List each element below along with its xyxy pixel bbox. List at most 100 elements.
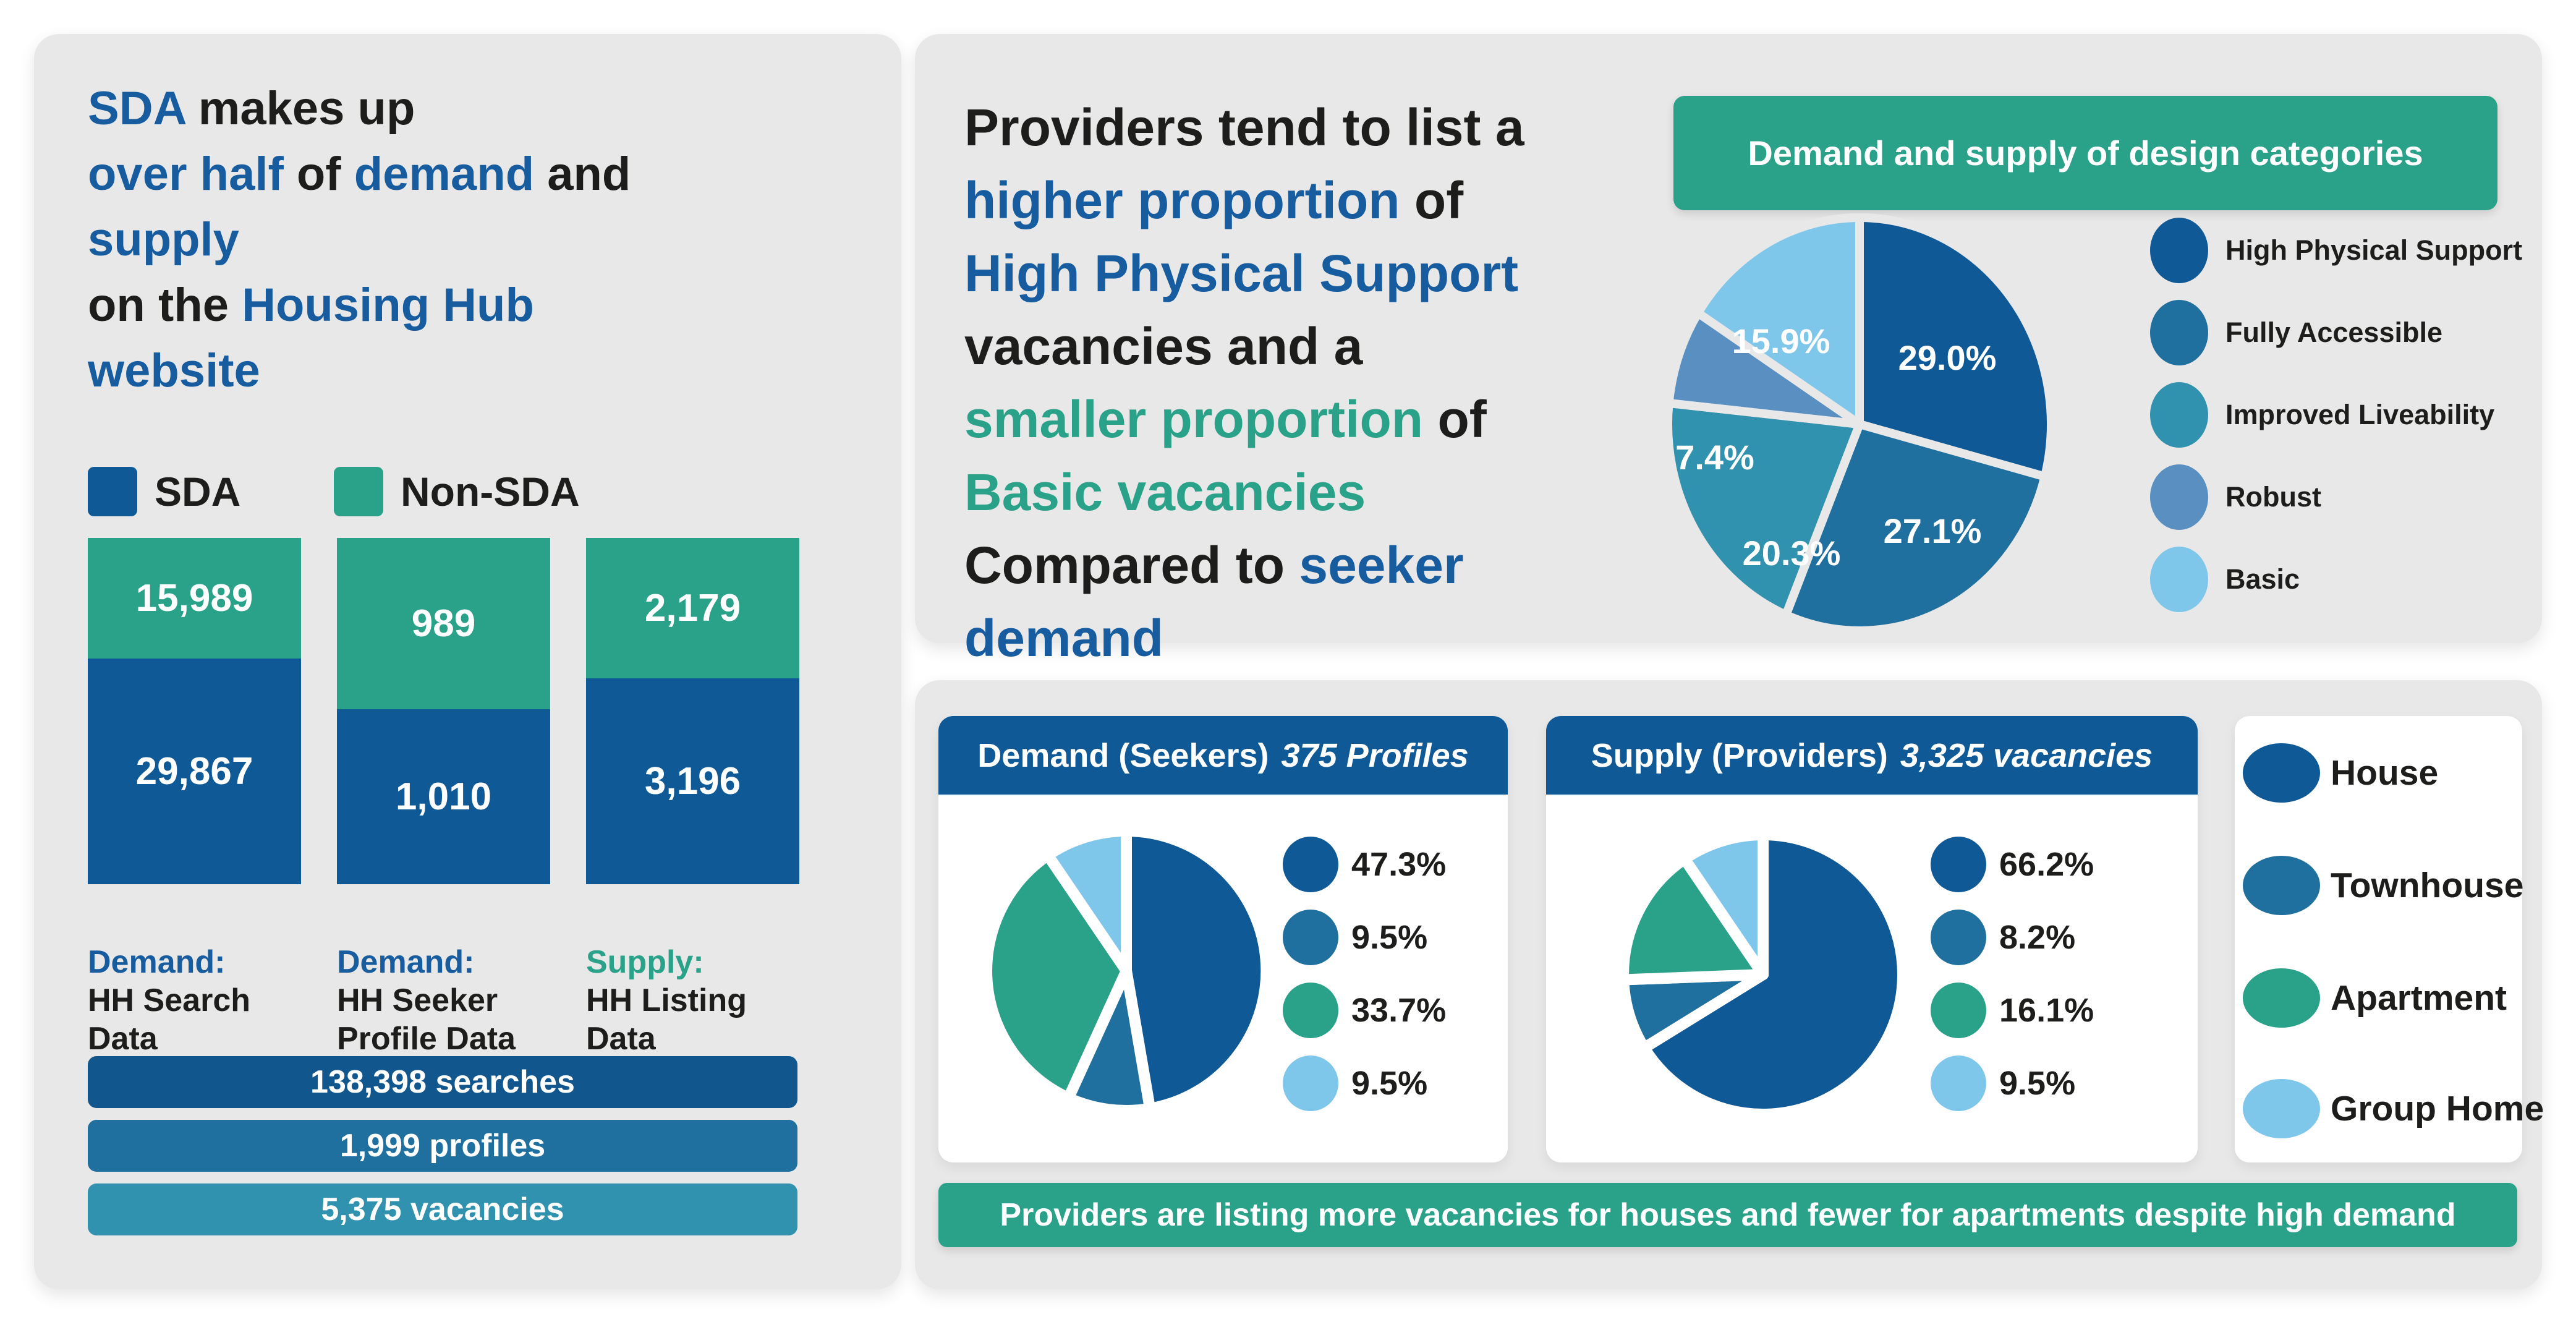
summary-title-segment: website [88, 344, 260, 397]
housing-legend-label-house: House [2331, 753, 2439, 793]
design-legend-swatch-high-physical-support [2150, 218, 2208, 283]
summary-title-line-5: website [88, 338, 885, 404]
non-sda-legend-swatch [334, 467, 383, 516]
summary-title-segment: on the [88, 279, 242, 331]
providers-text-segment: Basic vacancies [964, 463, 1366, 521]
supply-card-header-italic: 3,325 vacancies [1900, 736, 2153, 774]
summary-title: SDA makes up over half of demand and suppl… [88, 76, 885, 404]
providers-insight-banner: Providers are listing more vacancies for… [938, 1183, 2517, 1247]
design-legend-swatch-robust [2150, 464, 2208, 530]
demand-pct-swatch-apartment [1283, 983, 1338, 1038]
bar-caption-line: Data [88, 1021, 158, 1057]
demand-housing-pie [981, 825, 1272, 1117]
stacked-bar-demand-hh-search-data-sda-segment: 29,867 [88, 659, 301, 884]
summary-title-line-3: supply [88, 207, 885, 273]
stacked-bar-demand-hh-seeker-profile-data-sda-segment: 1,010 [337, 709, 550, 884]
design-categories-pie-slice-high-physical-support [1855, 213, 2055, 481]
design-categories-pie-label-high-physical-support: 29.0% [1898, 338, 1997, 377]
design-legend-label-basic: Basic [2225, 563, 2300, 595]
bar-caption-line: HH Seeker [337, 983, 498, 1018]
summary-title-segment: supply [88, 213, 239, 266]
design-categories-pie-label-fully-accessible: 27.1% [1884, 511, 1982, 550]
supply-card-header: Supply (Providers) 3,325 vacancies [1546, 716, 2198, 795]
summary-title-line-2: over half of demand and [88, 142, 885, 207]
supply-pct-label-townhouse: 8.2% [1999, 919, 2076, 956]
total-bar-vacancies: 5,375 vacancies [88, 1183, 797, 1235]
providers-text-line-3: High Physical Support [964, 237, 1675, 310]
housing-legend-label-townhouse: Townhouse [2331, 866, 2524, 905]
supply-card-header-bold: Supply (Providers) [1591, 736, 1888, 774]
housing-legend-swatch-house [2243, 743, 2320, 803]
supply-pct-swatch-townhouse [1931, 910, 1986, 965]
demand-card-header-bold: Demand (Seekers) [977, 736, 1269, 774]
demand-card-header: Demand (Seekers) 375 Profiles [938, 716, 1508, 795]
demand-housing-pie-slice-apartment [981, 850, 1132, 1104]
design-legend-label-fully-accessible: Fully Accessible [2225, 317, 2442, 348]
summary-title-segment: SDA [88, 82, 185, 135]
supply-pct-label-apartment: 16.1% [1999, 992, 2094, 1029]
design-categories-pie-label-improved-liveability: 20.3% [1743, 534, 1841, 573]
supply-housing-pie [1618, 829, 1908, 1120]
left-summary-panel: SDA makes up over half of demand and suppl… [34, 34, 901, 1289]
providers-text-line-4: vacancies and a [964, 310, 1675, 383]
summary-title-segment: makes up [185, 82, 415, 135]
providers-text-segment: smaller proportion [964, 390, 1424, 448]
design-categories-pie-slice-basic [1693, 213, 1864, 429]
supply-housing-pie-slice-apartment [1618, 853, 1769, 986]
housing-legend-label-group-home: Group Home [2331, 1089, 2544, 1128]
bar-caption-1: Demand: HH Search Data [88, 943, 329, 1058]
total-bar-profiles: 1,999 profiles [88, 1120, 797, 1172]
bar-caption-line: Demand: [88, 944, 226, 980]
summary-title-segment: demand [354, 148, 535, 200]
bar-caption-line: Demand: [337, 944, 475, 980]
supply-housing-pie-slice-house [1638, 829, 1908, 1120]
bar-caption-line: Profile Data [337, 1021, 516, 1057]
demand-pct-swatch-townhouse [1283, 910, 1338, 965]
providers-text-segment: Compared to [964, 536, 1299, 594]
providers-text-line-1: Providers tend to list a [964, 91, 1675, 164]
summary-title-segment: over half [88, 148, 284, 200]
summary-title-segment: Housing Hub [242, 279, 534, 331]
demand-pct-swatch-group-home [1283, 1055, 1338, 1111]
bar-caption-3: Supply: HH Listing Data [586, 943, 827, 1058]
bar-caption-line: HH Search [88, 983, 250, 1018]
demand-housing-pie-slice-group-home [1042, 825, 1132, 976]
housing-legend-label-apartment: Apartment [2331, 978, 2507, 1018]
stacked-bar-supply-hh-listing-data-sda-segment: 3,196 [586, 678, 799, 884]
summary-title-line-1: SDA makes up [88, 76, 885, 142]
design-legend-label-high-physical-support: High Physical Support [2225, 234, 2523, 266]
providers-text-segment: of [1400, 171, 1464, 229]
providers-text-segment: of [1423, 390, 1487, 448]
supply-housing-pie-slice-group-home [1679, 829, 1769, 980]
providers-insight-text: Providers are listing more vacancies for… [1000, 1197, 2456, 1233]
sda-legend-label: SDA [155, 469, 241, 514]
design-categories-pie-slice-improved-liveability [1664, 398, 1864, 620]
non-sda-legend-label: Non-SDA [401, 469, 580, 514]
design-legend-label-improved-liveability: Improved Liveability [2225, 399, 2495, 430]
housing-types-panel: Demand (Seekers) 375 Profiles Supply (Pr… [915, 680, 2544, 1289]
supply-pct-swatch-apartment [1931, 983, 1986, 1038]
bar-caption-line: Supply: [586, 944, 704, 980]
design-categories-title: Demand and supply of design categories [1748, 134, 2423, 173]
providers-text-segment: High Physical Support [964, 244, 1519, 302]
demand-pct-label-townhouse: 9.5% [1351, 919, 1428, 956]
providers-text-segment: vacancies and a [964, 317, 1363, 375]
providers-text-segment: higher proportion [964, 171, 1400, 229]
stacked-bar-supply-hh-listing-data-non-sda-segment: 2,179 [586, 538, 799, 678]
design-categories-pie-slice-fully-accessible [1782, 420, 2049, 635]
summary-title-segment: and [534, 148, 631, 200]
design-legend-swatch-fully-accessible [2150, 300, 2208, 365]
housing-legend-swatch-apartment [2243, 968, 2320, 1028]
housing-legend-swatch-group-home [2243, 1079, 2320, 1138]
summary-title-line-4: on the Housing Hub [88, 273, 885, 338]
design-categories-title-banner: Demand and supply of design categories [1673, 96, 2497, 210]
supply-pct-swatch-group-home [1931, 1055, 1986, 1111]
supply-pct-label-group-home: 9.5% [1999, 1065, 2076, 1102]
design-legend-swatch-improved-liveability [2150, 382, 2208, 448]
providers-text-line-5: smaller proportion of [964, 383, 1675, 456]
providers-text-segment: Providers tend to list a [964, 98, 1524, 156]
supply-pct-label-house: 66.2% [1999, 846, 2094, 883]
demand-card-header-italic: 375 Profiles [1281, 736, 1469, 774]
design-categories-panel: Providers tend to list a higher proportio… [915, 34, 2542, 667]
demand-pct-label-apartment: 33.7% [1351, 992, 1447, 1029]
